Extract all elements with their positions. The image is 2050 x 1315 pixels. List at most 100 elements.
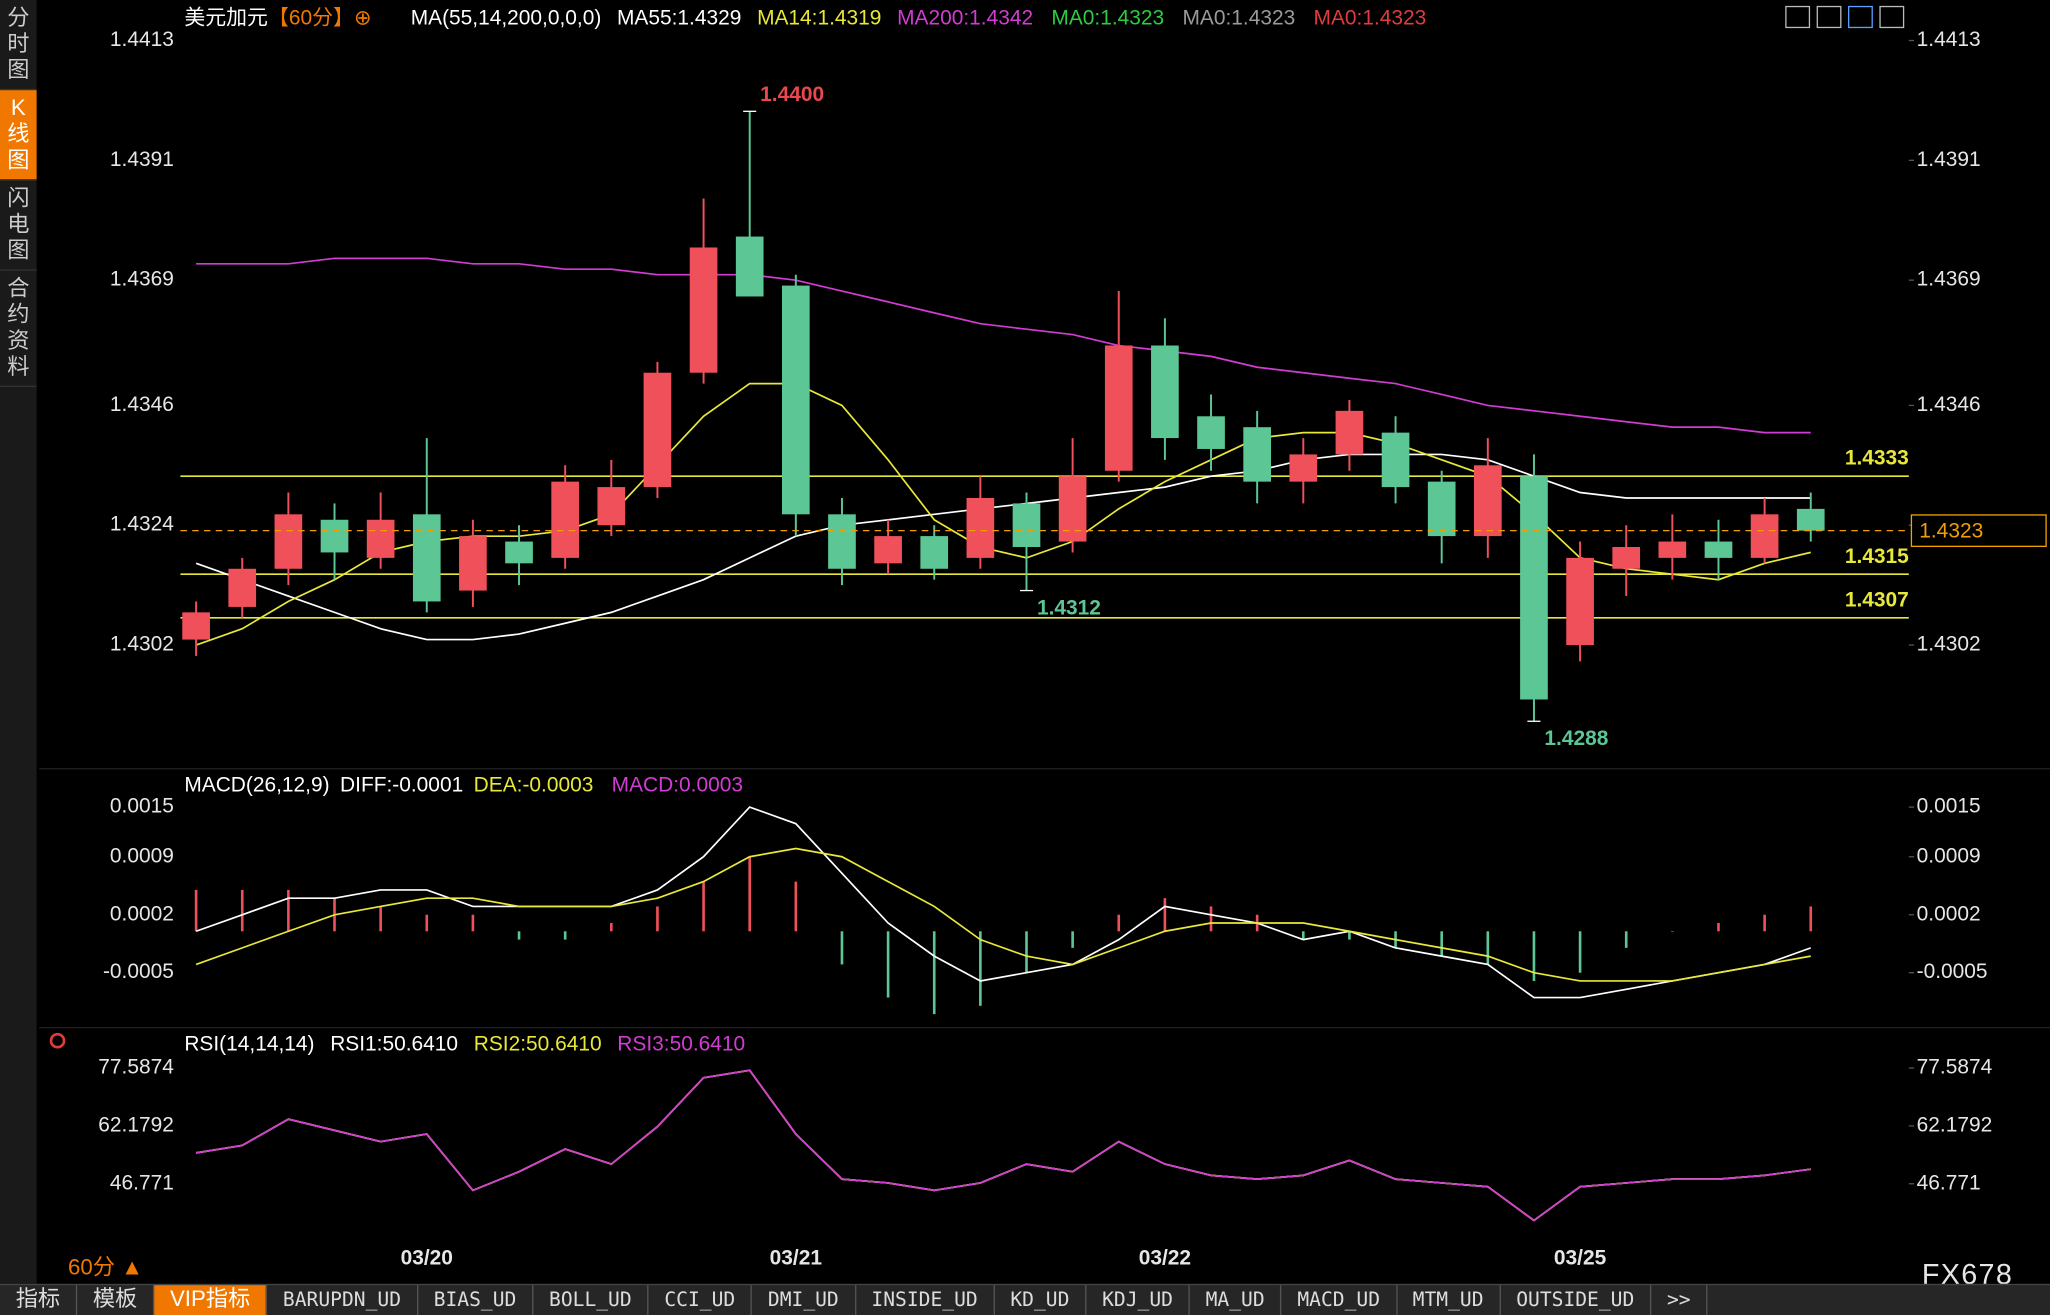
candle-body	[1704, 541, 1733, 558]
level-label: 1.4333	[1845, 447, 1909, 470]
x-tick-label: 03/25	[1554, 1247, 1607, 1270]
sidebar-tab[interactable]: K线图	[0, 90, 37, 181]
toolbar-button[interactable]: CCI_UD	[649, 1285, 753, 1315]
toolbar-button[interactable]: >>	[1651, 1285, 1708, 1315]
toolbar-button[interactable]: BARUPDN_UD	[267, 1285, 419, 1315]
level-label: 1.4307	[1845, 588, 1909, 611]
sidebar-tab[interactable]: 闪电图	[0, 180, 37, 271]
toolbar-button[interactable]: INSIDE_UD	[856, 1285, 995, 1315]
macd-bar	[1163, 898, 1167, 932]
candle-body	[1473, 465, 1502, 537]
candle-body	[1427, 481, 1456, 537]
sidebar-tab[interactable]: 分时图	[0, 0, 37, 91]
candle-body	[1197, 416, 1225, 449]
toolbar-button[interactable]: BIAS_UD	[418, 1285, 534, 1315]
sidebar-tab-label[interactable]: 闪电图	[7, 185, 30, 263]
toolbar: 指标 模板 VIP指标 BARUPDN_UD BIAS_UD BOLL_UD CCI_UD D…	[0, 1283, 2050, 1315]
sidebar-tab[interactable]: 合约资料	[0, 271, 37, 387]
legend-entry: MA0:1.4323	[1314, 6, 1427, 29]
toolbar-button[interactable]: 指标	[0, 1285, 78, 1315]
macd-bar	[702, 881, 705, 932]
y-tick-label: 0.0009	[110, 844, 174, 867]
macd-bar	[240, 889, 244, 932]
macd-bar	[1624, 931, 1628, 948]
candle-body	[1012, 503, 1041, 547]
toolbar-button[interactable]: DMI_UD	[752, 1285, 856, 1315]
y-tick-label: 62.1792	[98, 1113, 174, 1136]
icon[interactable]	[49, 1032, 66, 1049]
sidebar-tab-label[interactable]: 合约资料	[7, 275, 30, 380]
candle-body	[781, 285, 810, 515]
macd-bar	[1348, 931, 1351, 940]
candle-body	[1058, 476, 1087, 542]
legend-entry: MA0:1.4323	[1051, 6, 1164, 29]
rsi-settings-icon[interactable]	[49, 1032, 66, 1049]
icon[interactable]	[1848, 5, 1873, 29]
macd-bar	[563, 931, 567, 940]
window-icons[interactable]	[1785, 5, 1905, 29]
y-tick-label: 1.4346	[110, 393, 174, 416]
series-line	[195, 806, 1812, 999]
macd-bar	[840, 931, 844, 965]
toolbar-button[interactable]: BOLL_UD	[533, 1285, 649, 1315]
sidebar-tab-label[interactable]: 分时图	[7, 5, 30, 83]
legend-entry: RSI1:50.6410	[330, 1032, 458, 1055]
annotation-label: 1.4312	[1037, 596, 1101, 619]
y-tick-label-right: 1.4346	[1917, 393, 1981, 416]
macd-bar	[1301, 931, 1305, 940]
toolbar-button[interactable]: MA_UD	[1190, 1285, 1282, 1315]
legend-entry: MA14:1.4319	[757, 6, 881, 29]
y-tick-label-right: 0.0015	[1917, 795, 1981, 818]
macd-bar	[425, 914, 429, 932]
candle-body	[274, 514, 303, 569]
macd-bar	[1440, 931, 1443, 957]
y-tick-label: 1.4302	[110, 633, 174, 656]
candle-body	[874, 536, 902, 564]
macd-bar	[979, 931, 982, 1006]
toolbar-button[interactable]: OUTSIDE_UD	[1501, 1285, 1652, 1315]
macd-bar	[379, 906, 382, 932]
icon[interactable]	[1816, 5, 1842, 29]
x-tick-label: 03/21	[770, 1247, 823, 1270]
period-selector[interactable]: 60分 ▲	[67, 1255, 144, 1280]
y-tick-label: -0.0005	[103, 960, 174, 983]
sidebar-tab-label[interactable]: K线图	[7, 95, 30, 173]
toolbar-button[interactable]: MTM_UD	[1397, 1285, 1501, 1315]
macd-bar	[1532, 931, 1536, 981]
candle-body	[735, 236, 764, 297]
y-tick-label: 1.4413	[110, 28, 174, 51]
panel-header: MACD(26,12,9) DIFF:-0.0001 DEA:-0.0003 MACD…	[184, 773, 743, 796]
candle-body	[920, 536, 949, 569]
toolbar-button[interactable]: KD_UD	[995, 1285, 1087, 1315]
y-tick-label: 77.5874	[98, 1056, 174, 1079]
candle-body	[366, 519, 395, 558]
y-tick-label-right: 1.4302	[1917, 633, 1981, 656]
y-tick-label-right: 1.4413	[1917, 28, 1981, 51]
toolbar-button[interactable]: VIP指标	[154, 1285, 268, 1315]
toolbar-button[interactable]: 模板	[77, 1285, 155, 1315]
candle-body	[1612, 546, 1641, 569]
icon[interactable]	[1879, 5, 1905, 29]
y-tick-label: 46.771	[110, 1171, 174, 1194]
y-tick-label-right: 0.0002	[1917, 902, 1981, 925]
candle-body	[228, 568, 257, 607]
y-tick-label: 0.0015	[110, 795, 174, 818]
legend-entry: DIFF:-0.0001	[340, 773, 463, 796]
toolbar-button[interactable]: MACD_UD	[1282, 1285, 1397, 1315]
candle-body	[1243, 427, 1271, 482]
period: 【60分】	[268, 6, 354, 29]
indicator-title: MACD(26,12,9)	[184, 773, 329, 796]
candle-body	[1520, 476, 1548, 700]
icon[interactable]	[1785, 5, 1811, 29]
candle-body	[1381, 432, 1410, 488]
legend-entry: RSI3:50.6410	[617, 1032, 745, 1055]
compare-icon[interactable]: ⊕	[354, 6, 372, 29]
toolbar-button[interactable]: KDJ_UD	[1086, 1285, 1190, 1315]
macd-bar	[1809, 906, 1813, 932]
y-tick-label: 1.4369	[110, 268, 174, 291]
sidebar: 分时图 K线图闪电图合约资料	[0, 0, 37, 1284]
y-tick-label-right: 0.0009	[1917, 844, 1981, 867]
candle-body	[1750, 514, 1779, 558]
macd-bar	[794, 881, 798, 932]
annotation-label: 1.4400	[760, 83, 824, 106]
